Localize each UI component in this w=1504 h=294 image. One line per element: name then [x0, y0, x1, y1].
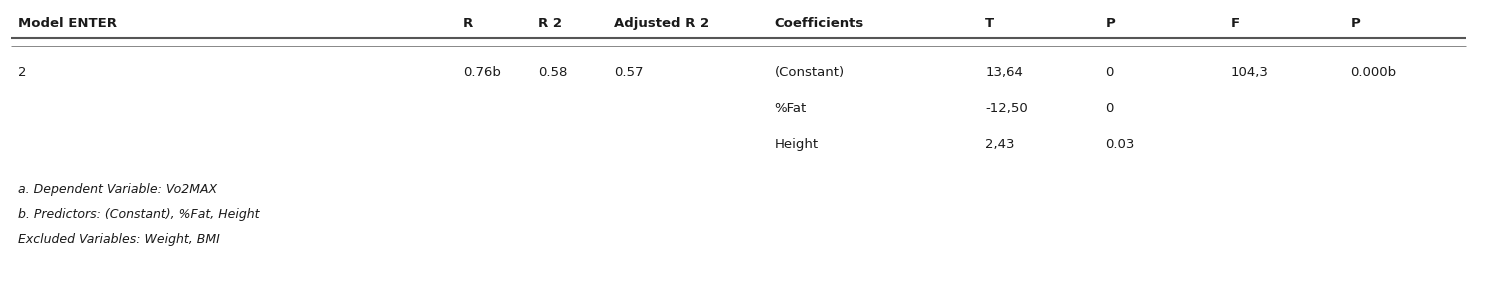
- Text: %Fat: %Fat: [775, 102, 806, 115]
- Text: 2,43: 2,43: [985, 138, 1015, 151]
- Text: Coefficients: Coefficients: [775, 17, 863, 30]
- Text: Model ENTER: Model ENTER: [18, 17, 117, 30]
- Text: 104,3: 104,3: [1230, 66, 1268, 78]
- Text: R: R: [463, 17, 474, 30]
- Text: a. Dependent Variable: Vo2MAX: a. Dependent Variable: Vo2MAX: [18, 183, 217, 196]
- Text: -12,50: -12,50: [985, 102, 1027, 115]
- Text: P: P: [1351, 17, 1360, 30]
- Text: 0: 0: [1105, 66, 1114, 78]
- Text: 13,64: 13,64: [985, 66, 1023, 78]
- Text: Adjusted R 2: Adjusted R 2: [614, 17, 708, 30]
- Text: F: F: [1230, 17, 1239, 30]
- Text: 0.03: 0.03: [1105, 138, 1136, 151]
- Text: Height: Height: [775, 138, 818, 151]
- Text: P: P: [1105, 17, 1114, 30]
- Text: 0: 0: [1105, 102, 1114, 115]
- Text: 0.57: 0.57: [614, 66, 644, 78]
- Text: T: T: [985, 17, 994, 30]
- Text: R 2: R 2: [538, 17, 562, 30]
- Text: 0.76b: 0.76b: [463, 66, 501, 78]
- Text: Excluded Variables: Weight, BMI: Excluded Variables: Weight, BMI: [18, 233, 220, 246]
- Text: (Constant): (Constant): [775, 66, 845, 78]
- Text: 0.58: 0.58: [538, 66, 569, 78]
- Text: b. Predictors: (Constant), %Fat, Height: b. Predictors: (Constant), %Fat, Height: [18, 208, 260, 221]
- Text: 0.000b: 0.000b: [1351, 66, 1397, 78]
- Text: 2: 2: [18, 66, 27, 78]
